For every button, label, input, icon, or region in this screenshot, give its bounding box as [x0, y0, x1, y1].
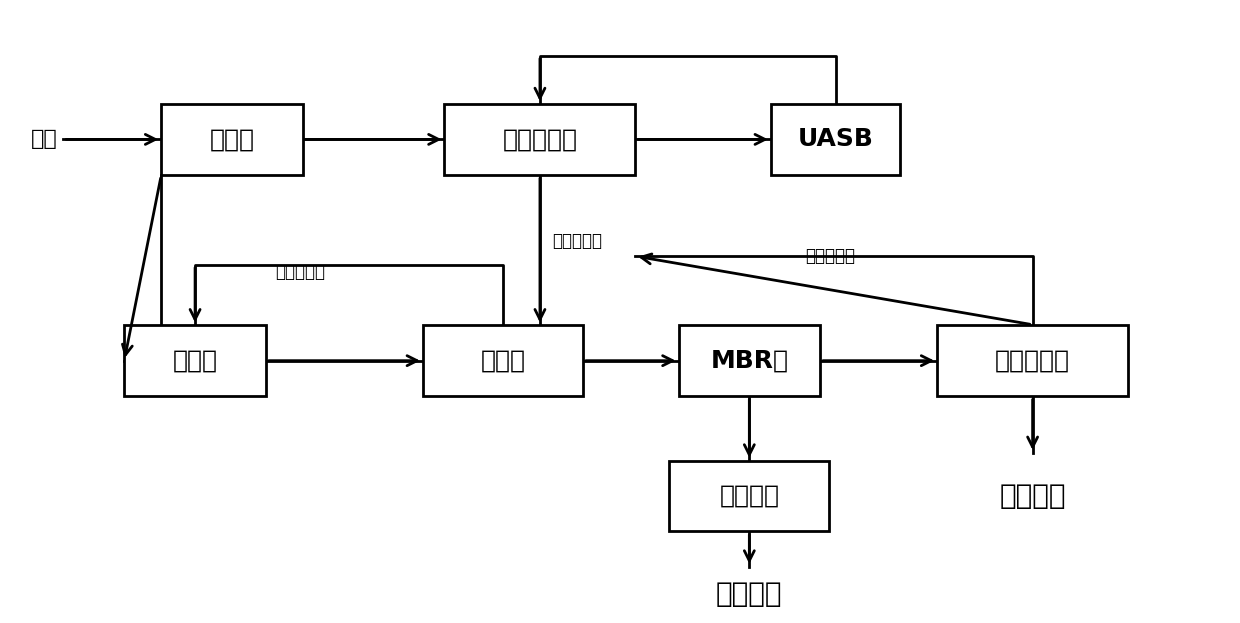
Text: 生物选择器: 生物选择器: [502, 127, 578, 151]
Bar: [771, 104, 900, 174]
Bar: [444, 104, 635, 174]
Bar: [670, 460, 830, 531]
Text: 污泥浓缩池: 污泥浓缩池: [996, 349, 1070, 373]
Text: 膜处理池: 膜处理池: [719, 484, 779, 508]
Text: 调节池: 调节池: [210, 127, 254, 151]
Text: 部分液回流: 部分液回流: [552, 232, 603, 250]
Bar: [678, 325, 820, 396]
Text: 进水: 进水: [31, 130, 58, 150]
Bar: [161, 104, 303, 174]
Text: 上清液回流: 上清液回流: [805, 247, 854, 265]
Text: UASB: UASB: [797, 127, 873, 151]
Text: 达标排放: 达标排放: [715, 580, 782, 608]
Bar: [937, 325, 1128, 396]
Bar: [423, 325, 583, 396]
Text: 硝化液回流: 硝化液回流: [275, 262, 325, 280]
Text: 好氧池: 好氧池: [480, 349, 526, 373]
Text: MBR池: MBR池: [711, 349, 789, 373]
Text: 污泥处理: 污泥处理: [999, 482, 1066, 510]
Bar: [124, 325, 265, 396]
Text: 缺氧池: 缺氧池: [172, 349, 217, 373]
